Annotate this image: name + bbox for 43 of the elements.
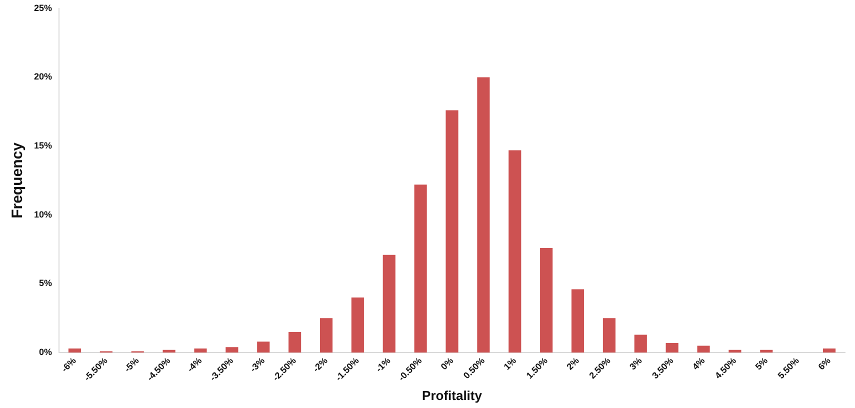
x-tick-label: -5%	[122, 356, 141, 374]
bar	[760, 350, 773, 353]
x-tick-label: 6%	[816, 356, 832, 372]
bar	[728, 350, 742, 353]
y-tick-label: 15%	[34, 140, 52, 151]
y-tick-label: 0%	[39, 347, 52, 358]
x-tick-label: -6%	[60, 356, 78, 374]
x-tick-label: 4%	[690, 356, 707, 372]
bar	[602, 318, 616, 353]
bar	[194, 348, 207, 353]
y-axis-title: Frequency	[9, 142, 26, 218]
y-tick-label: 5%	[39, 278, 52, 288]
x-tick-label: 1%	[502, 356, 518, 372]
bar	[288, 332, 302, 353]
bar	[508, 150, 522, 353]
bar	[414, 184, 427, 353]
bar	[226, 347, 238, 353]
bar	[571, 289, 584, 353]
bar	[822, 348, 836, 353]
bar	[162, 350, 176, 353]
bar	[697, 346, 710, 353]
bar	[320, 318, 333, 353]
x-tick-label: -2%	[311, 356, 330, 374]
x-tick-label: -1%	[374, 356, 392, 374]
bar	[666, 342, 678, 353]
bar	[540, 248, 553, 353]
x-tick-label: 3%	[628, 356, 644, 372]
bar	[68, 348, 82, 353]
x-tick-label: 0%	[438, 356, 456, 372]
bar	[446, 110, 458, 353]
bar	[351, 298, 364, 353]
bar	[634, 334, 647, 353]
x-tick-label: -3%	[248, 356, 267, 374]
y-tick-label: 25%	[34, 2, 52, 13]
y-tick-label: 10%	[34, 209, 52, 220]
bar	[382, 254, 396, 353]
y-tick-label: 20%	[34, 72, 52, 82]
bar	[257, 342, 270, 353]
x-tick-label: -4%	[185, 356, 204, 374]
x-axis-title: Profitality	[422, 388, 483, 403]
bar	[477, 77, 490, 353]
x-tick-label: 5%	[753, 356, 770, 372]
x-tick-label: 2%	[564, 356, 581, 372]
